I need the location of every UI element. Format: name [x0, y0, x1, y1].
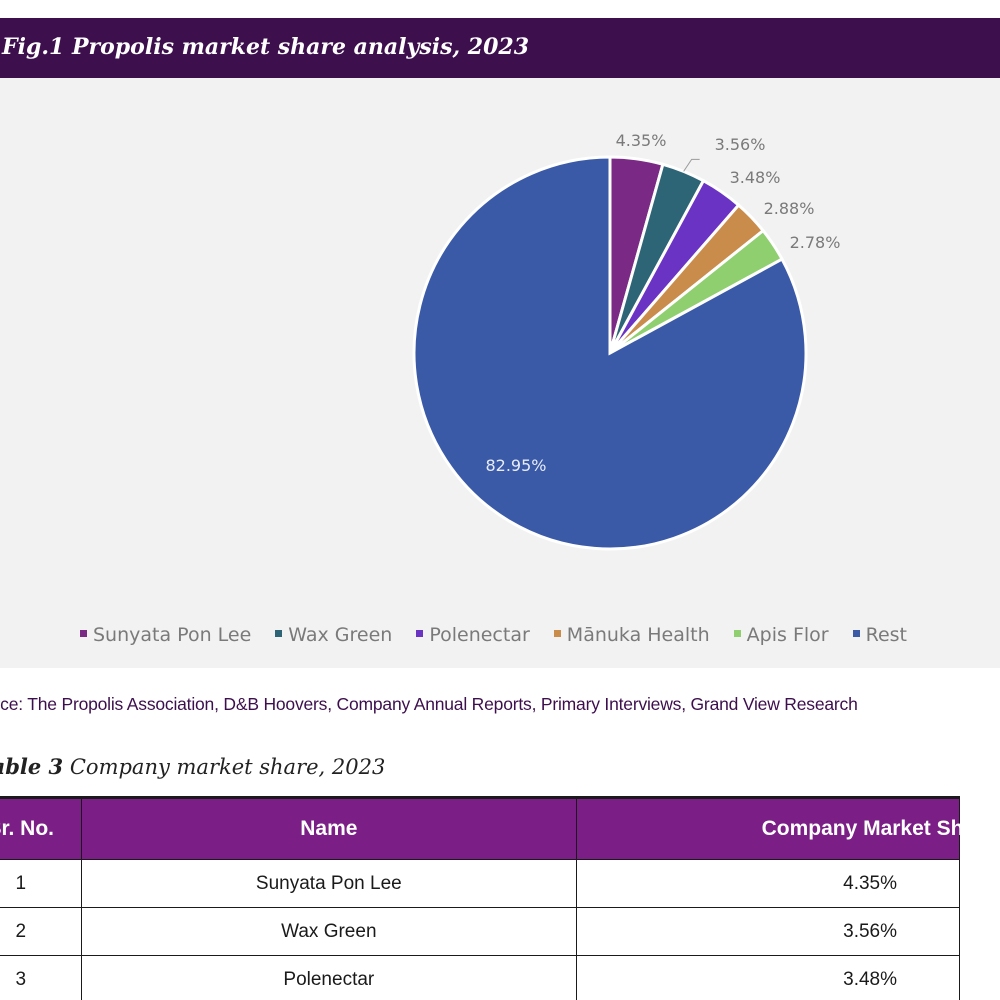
- legend-swatch: [80, 630, 87, 637]
- chart-area: 4.35% 3.56% 3.48% 2.88% 2.78% 82.95% Sunyata …: [0, 78, 1000, 668]
- legend-item: Mānuka Health: [553, 624, 710, 646]
- legend-item: Sunyata Pon Lee: [80, 624, 251, 646]
- legend-item: Polenectar: [416, 624, 530, 646]
- label-leader-line: [683, 158, 700, 172]
- row-name: Wax Green: [80, 907, 578, 956]
- source-text: Source: The Propolis Association, D&B Ho…: [0, 694, 858, 714]
- market-share-table: Sr. No. Name Company Market Share 1 Suny…: [0, 796, 1000, 1000]
- data-label-m-nuka-health: 2.88%: [764, 199, 815, 218]
- header-share: Company Market Share: [576, 796, 995, 860]
- legend-label: Polenectar: [429, 624, 530, 646]
- figure-title: Fig.1 Propolis market share analysis, 20…: [2, 34, 530, 60]
- legend-swatch: [416, 630, 424, 637]
- table-caption: Table 3 Company market share, 2023: [0, 754, 1000, 779]
- legend-item: Apis Flor: [733, 624, 829, 646]
- row-sr: 2: [0, 907, 82, 956]
- pie-chart: 4.35% 3.56% 3.48% 2.88% 2.78% 82.95%: [412, 131, 841, 551]
- table-row: 1 Sunyata Pon Lee 4.35%: [0, 859, 960, 908]
- legend-label: Apis Flor: [746, 624, 829, 646]
- data-label-apis-flor: 2.78%: [790, 233, 841, 252]
- table-caption-text: Company market share, 2023: [69, 755, 386, 779]
- legend-swatch: [852, 630, 860, 637]
- row-share: 3.48%: [576, 955, 960, 1000]
- table-row: 3 Polenectar 3.48%: [0, 955, 960, 1000]
- legend-label: Sunyata Pon Lee: [93, 624, 252, 646]
- legend-swatch: [733, 630, 741, 637]
- legend-item: Wax Green: [275, 624, 392, 646]
- header-share-label: Company Market Share: [761, 817, 995, 840]
- table-header-row: Sr. No. Name Company Market Share: [0, 796, 995, 860]
- row-name: Polenectar: [80, 955, 578, 1000]
- figure-header: Fig.1 Propolis market share analysis, 20…: [0, 18, 1000, 78]
- legend-label: Mānuka Health: [566, 624, 710, 646]
- header-sr-no: Sr. No.: [0, 796, 82, 860]
- legend-label: Wax Green: [288, 624, 393, 646]
- row-share: 3.56%: [576, 907, 960, 956]
- data-label-sunyata-pon-lee: 4.35%: [616, 131, 667, 150]
- header-name: Name: [80, 796, 578, 860]
- row-sr: 3: [0, 955, 82, 1000]
- data-label-wax-green: 3.56%: [715, 135, 766, 154]
- table-row: 2 Wax Green 3.56%: [0, 907, 960, 956]
- legend-swatch: [553, 630, 561, 637]
- row-name: Sunyata Pon Lee: [80, 859, 578, 908]
- legend-item: Rest: [852, 624, 907, 646]
- source-note: Source: The Propolis Association, D&B Ho…: [0, 694, 1000, 715]
- data-label-rest: 82.95%: [485, 456, 546, 475]
- table-caption-label: Table 3: [0, 754, 64, 779]
- chart-legend: Sunyata Pon Lee Wax Green Polenectar Mānuka…: [80, 624, 931, 646]
- data-label-polenectar: 3.48%: [730, 168, 781, 187]
- legend-swatch: [275, 630, 283, 637]
- pie-slice-rest: [412, 155, 808, 551]
- legend-label: Rest: [865, 624, 907, 646]
- row-share: 4.35%: [576, 859, 960, 908]
- row-sr: 1: [0, 859, 82, 908]
